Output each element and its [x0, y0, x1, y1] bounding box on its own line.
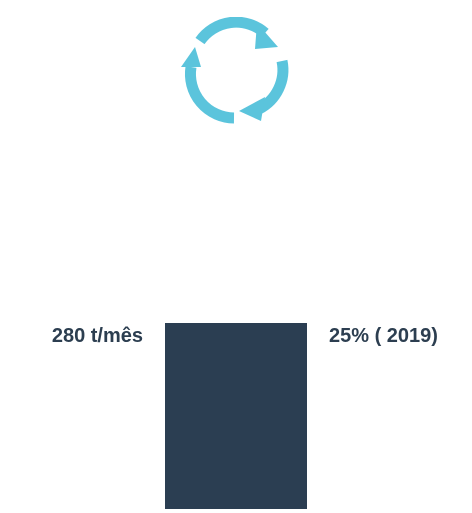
left-stat-value: 280 t/mês — [51, 325, 143, 347]
right-stat-value: 25% ( 2019) — [329, 325, 438, 347]
bar-block — [165, 323, 307, 509]
recycle-cycle-icon — [181, 17, 293, 124]
